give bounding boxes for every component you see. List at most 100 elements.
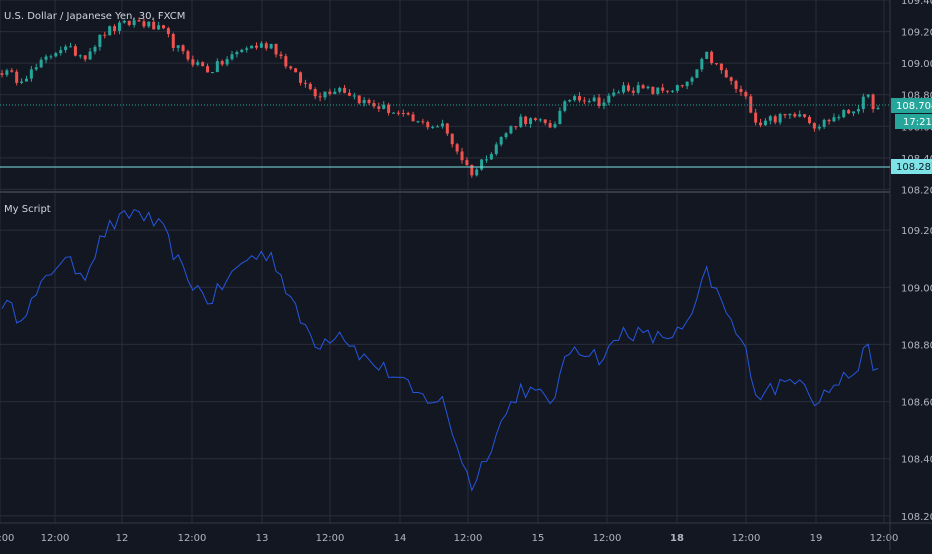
candle-body — [137, 20, 141, 22]
candle-body — [181, 45, 185, 52]
candle-body — [191, 59, 195, 65]
candle-body — [347, 92, 351, 96]
candle-body — [44, 56, 48, 60]
candle-body — [607, 95, 611, 103]
candle-body — [710, 51, 714, 64]
candle-body — [450, 133, 454, 145]
candle-body — [460, 151, 464, 161]
candle-body — [259, 43, 263, 48]
candle-body — [127, 20, 131, 26]
candle-body — [548, 123, 552, 128]
candle-body — [406, 112, 410, 115]
countdown-label: 17:21 — [903, 117, 932, 128]
price-axis-label: 109.400 — [901, 0, 932, 7]
indicator-pane — [1, 208, 879, 492]
candle-body — [352, 95, 356, 97]
time-axis-label: 15 — [532, 533, 545, 544]
candle-body — [670, 90, 674, 92]
candle-body — [646, 86, 650, 89]
candle-body — [338, 87, 342, 92]
candle-body — [636, 85, 640, 93]
time-axis-label: 12:00 — [454, 533, 483, 544]
candle-body — [783, 114, 787, 116]
indicator-axis-label: 109.200 — [901, 226, 932, 237]
candle-body — [812, 123, 816, 129]
candle-body — [73, 46, 77, 56]
candle-body — [852, 111, 856, 114]
candle-body — [793, 113, 797, 117]
candle-body — [29, 69, 33, 79]
candle-body — [440, 123, 444, 127]
indicator-title[interactable]: My Script — [4, 204, 51, 215]
price-axis-label: 108.800 — [901, 91, 932, 102]
candle-body — [171, 34, 175, 48]
candle-body — [788, 113, 792, 116]
candle-body — [382, 104, 386, 109]
candle-body — [69, 46, 73, 48]
time-axis-label: 12:00 — [593, 533, 622, 544]
candle-body — [690, 77, 694, 82]
indicator-line — [1, 208, 879, 492]
time-axis-label: 12 — [116, 533, 129, 544]
candle-body — [778, 114, 782, 123]
candle-body — [573, 96, 577, 101]
last-price-badge — [891, 98, 932, 113]
candle-body — [186, 51, 190, 60]
candle-body — [103, 34, 107, 36]
countdown-badge — [895, 114, 932, 129]
grid — [0, 0, 890, 523]
candle-body — [798, 114, 802, 117]
candle-body — [88, 51, 92, 60]
candle-body — [416, 121, 420, 123]
price-axis-label: 108.200 — [901, 185, 932, 196]
candle-body — [543, 119, 547, 124]
candle-body — [250, 45, 254, 49]
candle-body — [147, 21, 151, 27]
candle-body — [372, 103, 376, 107]
candle-body — [445, 123, 449, 134]
candle-body — [39, 59, 43, 68]
candle-body — [157, 25, 161, 30]
candle-body — [856, 109, 860, 112]
candle-body — [529, 118, 533, 125]
candle-body — [108, 26, 112, 36]
candle-body — [98, 34, 102, 47]
candle-body — [313, 89, 317, 97]
candle-body — [294, 68, 298, 73]
candle-body — [631, 90, 635, 93]
candle-body — [514, 126, 518, 128]
time-axis-label: 13 — [256, 533, 269, 544]
candle-body — [377, 106, 381, 109]
candle-body — [235, 52, 239, 55]
candle-body — [847, 110, 851, 114]
candles — [0, 17, 880, 178]
candle-body — [587, 101, 591, 103]
candle-body — [64, 46, 68, 51]
candle-body — [240, 49, 244, 53]
candle-body — [744, 92, 748, 97]
time-axis-label: 11:00 — [0, 533, 14, 544]
candle-body — [215, 61, 219, 73]
candle-body — [724, 70, 728, 78]
candle-body — [328, 91, 332, 95]
candle-body — [264, 43, 268, 49]
candle-body — [117, 22, 121, 31]
hline-price-badge — [891, 159, 932, 174]
candle-body — [411, 114, 415, 122]
candle-body — [651, 86, 655, 94]
candle-body — [49, 56, 53, 58]
candle-body — [269, 43, 273, 49]
candle-body — [230, 54, 234, 60]
time-axis-label: 12:00 — [870, 533, 899, 544]
candle-body — [245, 48, 249, 50]
candle-body — [24, 78, 28, 82]
symbol-title[interactable]: U.S. Dollar / Japanese Yen, 30, FXCM — [4, 11, 185, 22]
candle-body — [34, 67, 38, 70]
candle-body — [666, 90, 670, 92]
candle-body — [656, 87, 660, 94]
candle-body — [431, 126, 435, 128]
candle-body — [822, 119, 826, 127]
candle-body — [729, 77, 733, 81]
